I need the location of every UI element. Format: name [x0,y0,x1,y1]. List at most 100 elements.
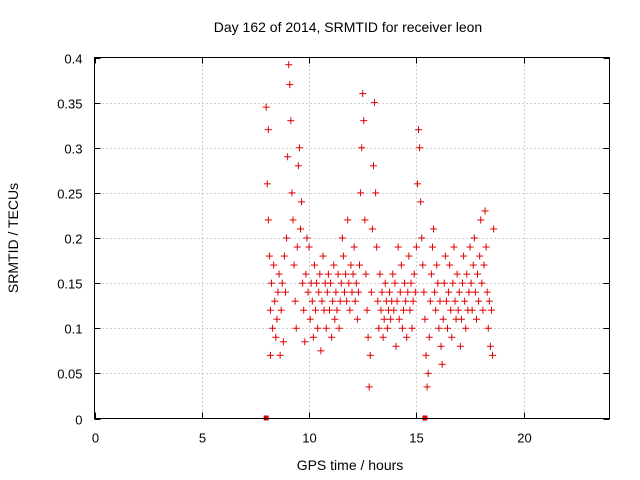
data-point [365,383,373,391]
data-point [467,279,475,287]
data-point [393,297,401,305]
data-point [395,315,403,323]
data-point [409,297,417,305]
data-point [448,333,456,341]
y-tick-label: 0.3 [64,142,82,157]
data-point [421,315,429,323]
data-point [386,288,394,296]
data-point [329,297,337,305]
data-point [281,288,289,296]
y-tick-label: 0 [75,413,82,428]
data-point [400,306,407,314]
data-point [325,306,333,314]
data-point [447,306,455,314]
data-point [472,315,480,323]
data-point [310,261,318,269]
data-point [292,324,300,332]
data-point [264,126,272,134]
data-point [284,153,292,161]
data-point [418,234,426,242]
data-point [484,324,492,332]
data-point [430,225,438,233]
data-points [262,61,498,421]
data-point [298,198,306,206]
data-point [328,333,336,341]
data-point [339,252,347,260]
data-point [302,270,310,278]
data-point [270,261,278,269]
data-point [330,261,338,269]
data-point [442,297,450,305]
data-point [378,288,386,296]
grid-lines [94,57,610,419]
data-point [299,279,307,287]
data-point [313,279,321,287]
data-point [417,198,425,206]
data-point [434,279,442,287]
y-tick-label: 0.15 [57,277,82,292]
y-tick-label: 0.05 [57,367,82,382]
data-point [354,288,362,296]
data-point [280,252,288,260]
data-point [391,279,399,287]
data-point [431,288,439,296]
data-point [407,279,415,287]
data-point [331,315,339,323]
data-point [415,126,423,134]
data-point [454,306,462,314]
data-point [416,144,424,152]
data-point [308,297,316,305]
data-point [369,162,377,170]
data-point [392,342,400,350]
data-point [443,324,451,332]
data-point [441,252,449,260]
data-point [436,297,444,305]
data-point [347,261,355,269]
data-point [333,306,341,314]
data-point [290,261,298,269]
data-point [356,261,364,269]
data-point [483,288,491,296]
data-point [437,342,445,350]
data-point [335,324,343,332]
data-point [411,288,419,296]
data-point [440,279,448,287]
data-point [476,252,484,260]
data-point [263,180,271,188]
data-point [342,270,350,278]
data-point [490,225,498,233]
data-point [468,306,476,314]
data-point [402,297,410,305]
data-point [343,297,351,305]
data-point [438,360,446,368]
data-point [456,342,464,350]
data-point [455,288,463,296]
y-tick-label: 0.25 [57,187,82,202]
data-point [450,243,458,251]
data-point [322,324,330,332]
data-point [477,216,485,224]
data-point [278,279,286,287]
data-point [427,270,435,278]
data-point [366,351,374,359]
data-point [462,324,470,332]
y-axis-label: SRMTID / TECUs [5,183,21,293]
data-point [470,234,478,242]
data-point [294,162,302,170]
data-point [459,279,467,287]
data-point [419,261,427,269]
data-point [374,297,382,305]
data-point [424,369,432,377]
data-point [286,81,294,89]
data-point [266,351,274,359]
data-point [412,243,420,251]
data-point [390,306,398,314]
data-point [275,270,283,278]
data-point [471,288,479,296]
data-point [295,144,303,152]
data-point [463,270,471,278]
data-point [408,324,416,332]
data-point [423,383,431,391]
data-point [485,297,493,305]
